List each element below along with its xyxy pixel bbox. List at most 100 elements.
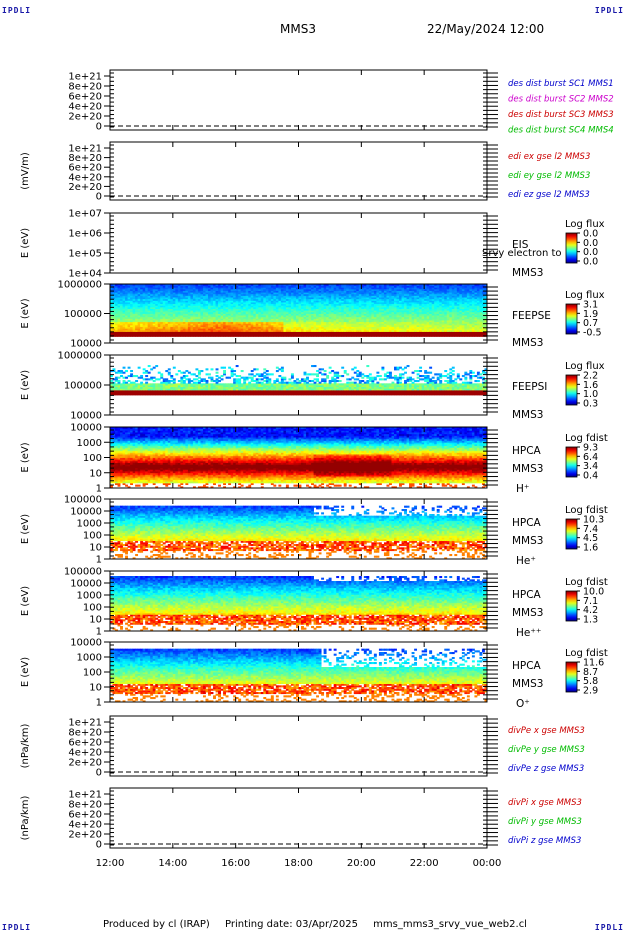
y-tick-label: 1000: [77, 653, 102, 664]
y-axis-label: (nPa/km): [20, 796, 31, 841]
legend-entry: divPi y gse MMS3: [508, 817, 582, 827]
colorbar-title: Log flux: [565, 290, 605, 301]
spectrogram-cells-feeps-e: [110, 284, 488, 337]
y-axis-label: E (eV): [20, 370, 31, 400]
x-tick-label: 16:00: [221, 858, 250, 869]
y-axis-label: E (eV): [20, 657, 31, 687]
y-tick-label: 10000: [70, 507, 102, 518]
colorbar-tick-label: 0.0: [583, 257, 598, 268]
instrument-label: HPCA: [512, 660, 542, 672]
y-tick-label: 2e+20: [68, 112, 102, 123]
y-tick-label: 1000: [77, 591, 102, 602]
instrument-label: HPCA: [512, 589, 542, 601]
corner-label-bottom-right: IPDLI: [595, 923, 624, 932]
y-tick-label: 1e+21: [68, 790, 102, 801]
colorbar-title: Log fdist: [565, 505, 608, 516]
y-tick-label: 100000: [64, 495, 102, 506]
footer-filename: mms_mms3_srvy_vue_web2.cl: [373, 919, 527, 930]
y-tick-label: 10000: [70, 579, 102, 590]
panel-eis: 1e+07 1e+06 1e+05 1e+04 E (eV) EIS MMS3 Srvy el…: [20, 209, 605, 280]
instrument-label: He⁺: [516, 555, 536, 567]
instrument-label: MMS3: [512, 267, 543, 279]
y-tick-label: 0: [96, 840, 102, 851]
legend-entry: des dist burst SC4 MMS4: [508, 126, 614, 136]
instrument-label: MMS3: [512, 463, 543, 475]
panel-frame: [109, 141, 488, 201]
y-tick-label: 1e+21: [68, 718, 102, 729]
y-axis-label: E (eV): [20, 514, 31, 544]
y-tick-label: 10: [89, 615, 102, 626]
panel-frame: [109, 69, 488, 131]
y-tick-label: 4e+20: [68, 820, 102, 831]
instrument-label: MMS3: [512, 607, 543, 619]
y-tick-label: 8e+20: [68, 800, 102, 811]
instrument-label: EIS: [512, 239, 529, 251]
colorbar-tick-label: 6.4: [583, 452, 598, 463]
y-tick-label: 1e+21: [68, 72, 102, 83]
legend-entry: des dist burst SC2 MMS2: [508, 95, 614, 105]
instrument-label: HPCA: [512, 517, 542, 529]
footer-produced-by: Produced by cl (IRAP): [103, 919, 210, 930]
colorbar-title: Log flux: [565, 361, 605, 372]
y-tick-label: 100: [83, 453, 102, 464]
legend-entry: des dist burst SC1 MMS1: [508, 79, 614, 89]
y-tick-label: 1: [96, 484, 102, 495]
instrument-label: HPCA: [512, 445, 542, 457]
y-tick-label: 8e+20: [68, 728, 102, 739]
y-tick-label: 0: [96, 192, 102, 203]
colorbar: [565, 590, 578, 622]
x-tick-label: 20:00: [347, 858, 376, 869]
legend-entry: edi ey gse l2 MMS3: [508, 171, 590, 181]
y-tick-label: 2e+20: [68, 830, 102, 841]
colorbar-tick-label: 3.1: [583, 300, 598, 311]
colorbar-tick-label: 8.7: [583, 667, 598, 678]
y-tick-label: 100000: [64, 309, 102, 320]
y-tick-label: 8e+20: [68, 82, 102, 93]
x-tick-label: 22:00: [410, 858, 439, 869]
colorbar-tick-label: 1.6: [583, 380, 598, 391]
colorbar-title: Log fdist: [565, 648, 608, 659]
y-tick-label: 1: [96, 698, 102, 709]
y-tick-label: 4e+20: [68, 102, 102, 113]
colorbar: [565, 232, 578, 264]
y-tick-label: 8e+20: [68, 153, 102, 164]
colorbar: [565, 303, 578, 335]
colorbar-tick-label: 4.5: [583, 533, 598, 544]
panel-feeps-i: 1000000 100000 10000 E (eV) FEEPSI MMS3 Log fl…: [20, 351, 605, 422]
legend-entry: edi ex gse l2 MMS3: [508, 152, 590, 162]
instrument-label: FEEPSI: [512, 381, 547, 393]
overlay-text: Srvy electron to: [482, 248, 562, 259]
y-axis-label: E (eV): [20, 298, 31, 328]
colorbar-tick-label: 1.9: [583, 309, 598, 320]
y-tick-label: 10000: [70, 411, 102, 422]
y-tick-label: 6e+20: [68, 163, 102, 174]
y-tick-label: 1: [96, 555, 102, 566]
y-tick-label: 4e+20: [68, 748, 102, 759]
y-tick-label: 6e+20: [68, 92, 102, 103]
chart-datetime: 22/May/2024 12:00: [427, 22, 544, 36]
colorbar-tick-label: 0.0: [583, 238, 598, 249]
spectrogram-cells-hpca-h: [110, 427, 488, 489]
colorbar: [565, 661, 578, 693]
spectrogram-cells-hpca-hepp: [110, 576, 488, 632]
y-tick-label: 100: [83, 668, 102, 679]
instrument-label: MMS3: [512, 337, 543, 349]
y-tick-label: 100000: [64, 567, 102, 578]
y-tick-label: 100: [83, 603, 102, 614]
colorbar-tick-label: 7.1: [583, 596, 598, 607]
instrument-label: O⁺: [516, 698, 530, 710]
y-tick-label: 100: [83, 531, 102, 542]
legend-entry: edi ez gse l2 MMS3: [508, 190, 590, 200]
y-tick-label: 6e+20: [68, 810, 102, 821]
corner-label-bottom-left: IPDLI: [2, 923, 31, 932]
colorbar-tick-label: 0.7: [583, 318, 598, 329]
colorbar-tick-label: 5.8: [583, 676, 598, 687]
colorbar-tick-label: 1.3: [583, 615, 598, 626]
instrument-label: MMS3: [512, 678, 543, 690]
colorbar-tick-label: 2.2: [583, 371, 598, 382]
